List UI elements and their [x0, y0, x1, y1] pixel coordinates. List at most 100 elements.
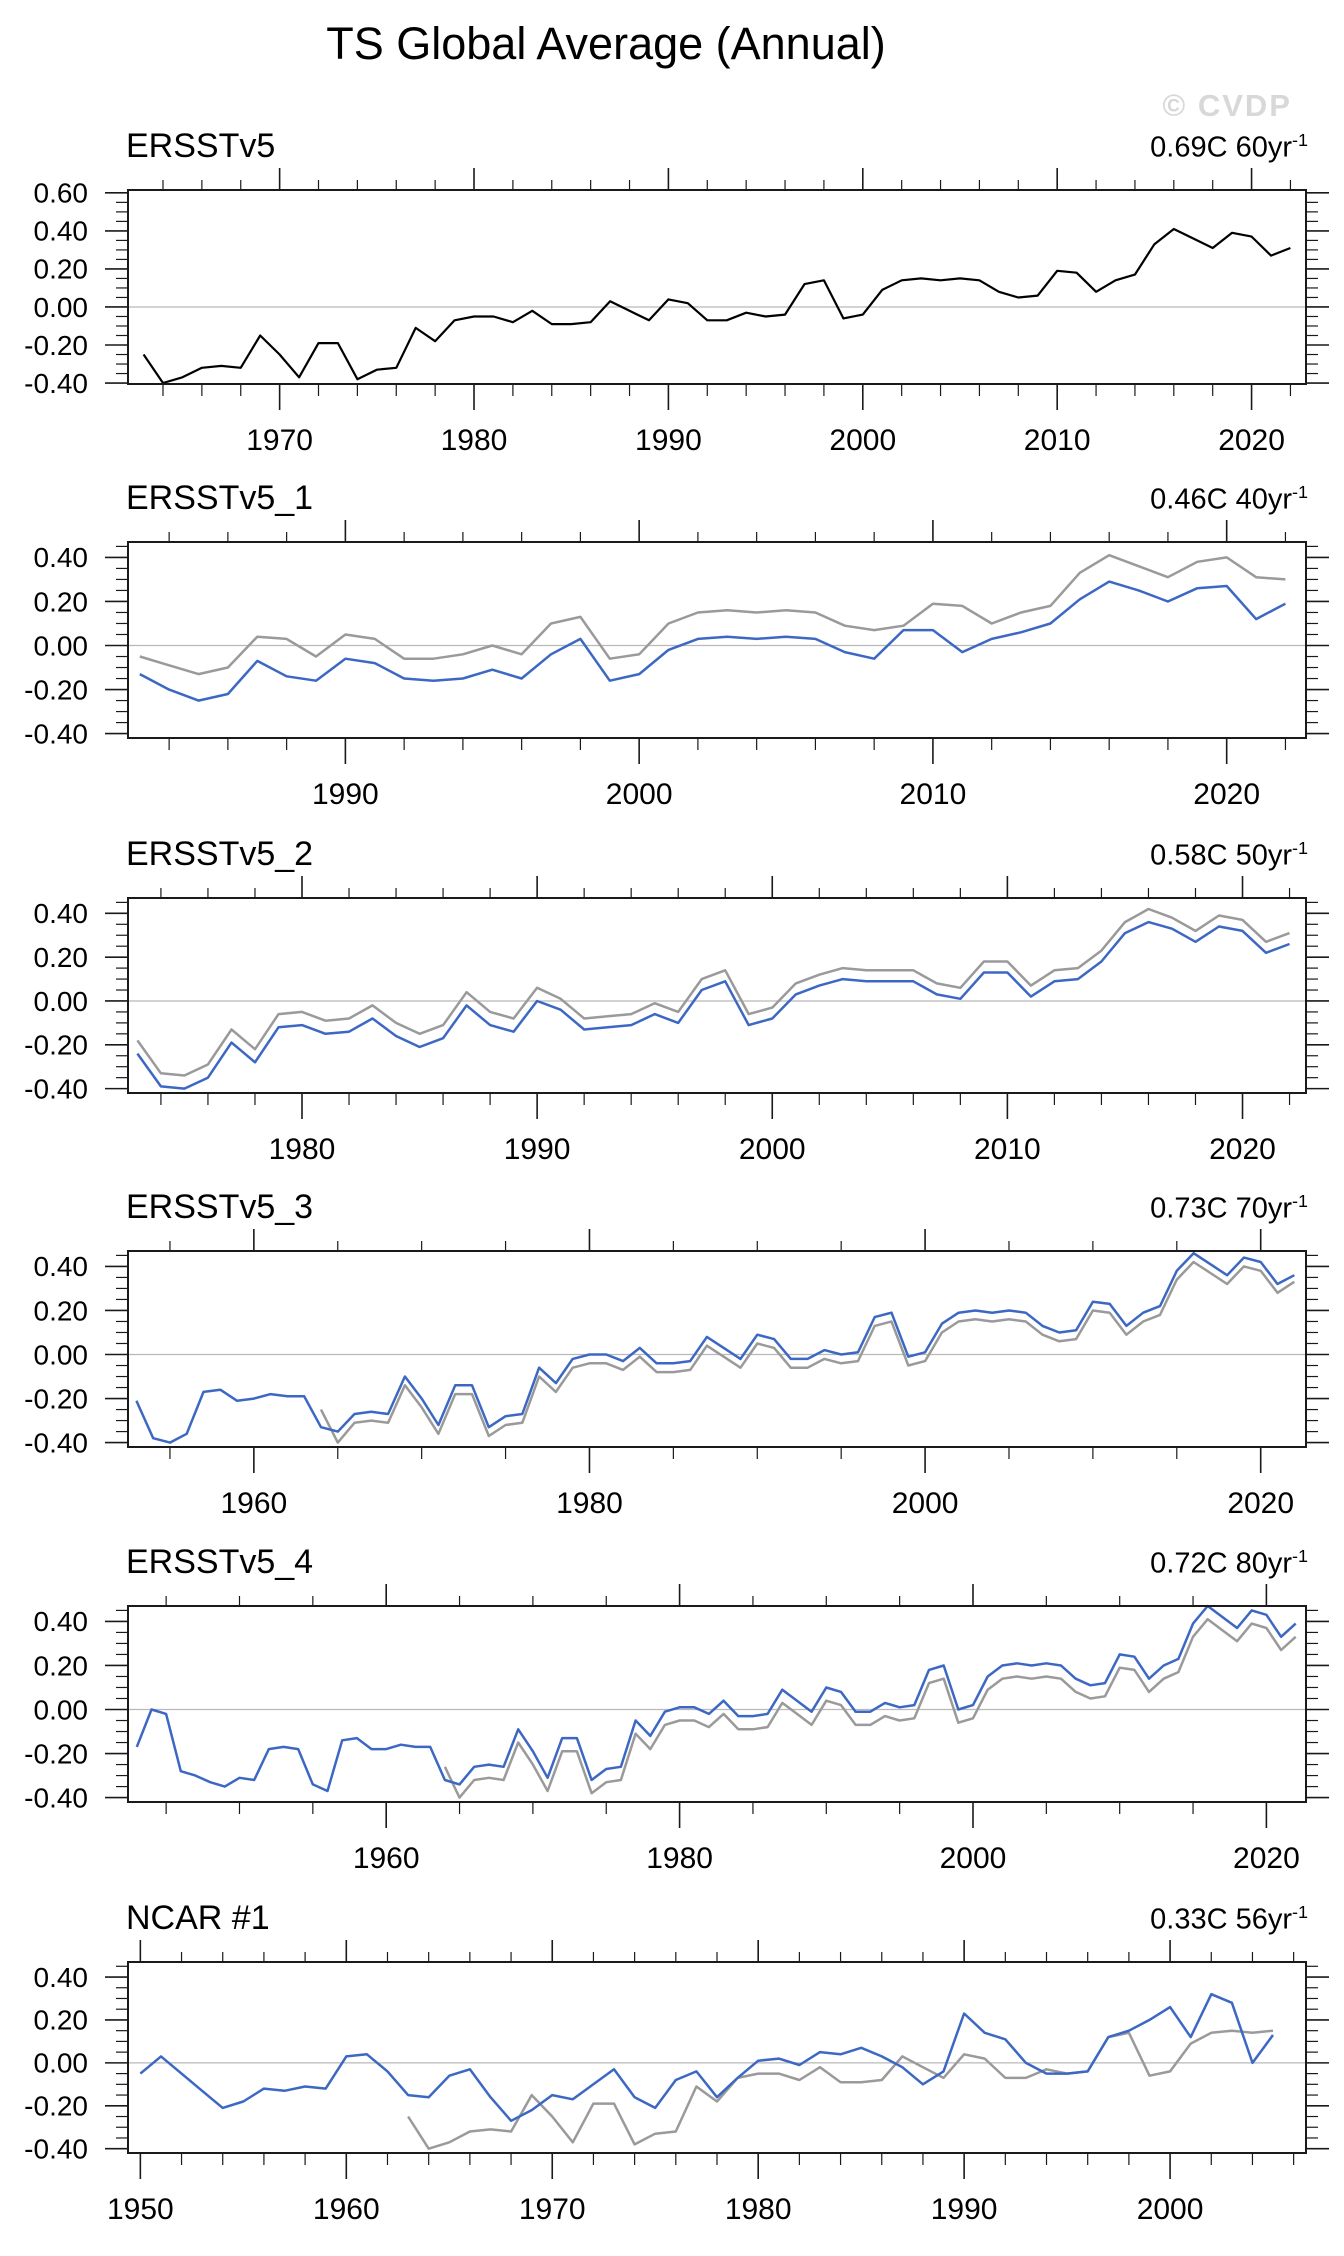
series-line-blue	[139, 1992, 1275, 2123]
y-tick-label: 0.00	[34, 986, 89, 1017]
figure-title: TS Global Average (Annual)	[326, 18, 886, 69]
y-tick-label: -0.40	[24, 2134, 88, 2165]
x-tick-label: 2010	[974, 1133, 1041, 1166]
y-tick-label: -0.40	[24, 1427, 88, 1458]
x-tick-label: 1960	[353, 1842, 420, 1875]
axis-ticks	[105, 1229, 1329, 1473]
series-line-gray	[407, 2029, 1274, 2150]
y-tick-label: -0.40	[24, 1073, 88, 1104]
y-tick-label: 0.20	[34, 942, 89, 973]
trend-exponent: -1	[1292, 130, 1308, 150]
y-tick-label: -0.20	[24, 1383, 88, 1414]
y-tick-label: -0.40	[24, 368, 88, 399]
axis-ticks	[105, 520, 1329, 764]
y-tick-label: 0.40	[34, 542, 89, 573]
x-tick-label: 1980	[725, 2193, 792, 2226]
y-tick-label: -0.20	[24, 1030, 88, 1061]
plot-frame	[127, 1250, 1307, 1448]
x-tick-label: 1980	[441, 424, 508, 457]
panel-title: ERSSTv5_3	[126, 1188, 314, 1226]
y-tick-label: -0.20	[24, 674, 88, 705]
y-tick-label: 0.20	[34, 1295, 89, 1326]
x-tick-label: 1960	[313, 2193, 380, 2226]
series-line-blue	[136, 920, 1290, 1090]
x-tick-label: 2010	[900, 778, 967, 811]
y-tick-label: 0.40	[34, 216, 89, 247]
plot-frame	[127, 189, 1307, 385]
y-tick-label: 0.40	[34, 898, 89, 929]
panel-title: ERSSTv5_2	[126, 835, 314, 873]
x-tick-label: 1980	[646, 1842, 713, 1875]
trend-annotation: 0.46C 40yr-1	[1150, 482, 1308, 517]
x-tick-label: 2020	[1209, 1133, 1276, 1166]
y-tick-label: 0.00	[34, 630, 89, 661]
x-tick-label: 1990	[635, 424, 702, 457]
plot-frame	[127, 1605, 1307, 1803]
trend-exponent: -1	[1292, 1902, 1308, 1922]
y-tick-label: -0.40	[24, 718, 88, 749]
x-tick-label: 1970	[519, 2193, 586, 2226]
cvdp-watermark: © CVDP	[1162, 88, 1292, 123]
trend-exponent: -1	[1292, 1546, 1308, 1566]
trend-value: 0.73C 70yr	[1150, 1192, 1293, 1225]
y-tick-label: 0.20	[34, 586, 89, 617]
x-tick-label: 1980	[556, 1487, 623, 1520]
series-line-gray	[319, 1260, 1295, 1444]
y-tick-label: 0.20	[34, 254, 89, 285]
x-tick-label: 2000	[829, 424, 896, 457]
trend-annotation: 0.33C 56yr-1	[1150, 1902, 1308, 1937]
trend-annotation: 0.73C 70yr-1	[1150, 1191, 1308, 1226]
trend-annotation: 0.69C 60yr-1	[1150, 130, 1308, 165]
chart-panel-ERSSTv5-2: 0.40 0.20 0.00 -0.20 -0.40 1980 1990 2000 2010 20…	[24, 876, 1329, 1166]
y-tick-label: 0.20	[34, 1650, 89, 1681]
trend-annotation: 0.58C 50yr-1	[1150, 838, 1308, 873]
x-tick-label: 2020	[1233, 1842, 1300, 1875]
chart-panel-NCAR-1: 0.40 0.20 0.00 -0.20 -0.40 1950 1960 1970 1980 19…	[24, 1940, 1329, 2226]
x-tick-label: 1990	[312, 778, 379, 811]
chart-panel-ERSSTv5-4: 0.40 0.20 0.00 -0.20 -0.40 1960 1980 2000 2020	[24, 1584, 1329, 1875]
trend-exponent: -1	[1292, 838, 1308, 858]
y-tick-label: 0.40	[34, 1251, 89, 1282]
x-tick-label: 2000	[1137, 2193, 1204, 2226]
y-tick-label: 0.00	[34, 2048, 89, 2079]
axis-ticks	[105, 168, 1329, 410]
x-tick-label: 1970	[246, 424, 313, 457]
trend-value: 0.69C 60yr	[1150, 131, 1293, 164]
series-line-blue	[135, 1604, 1297, 1793]
series-line-blue	[139, 580, 1286, 702]
series-line-blue	[135, 1251, 1295, 1444]
y-tick-label: -0.20	[24, 2091, 88, 2122]
chart-panel-ERSSTv5-3: 0.40 0.20 0.00 -0.20 -0.40 1960 1980 2000 2020	[24, 1229, 1329, 1520]
x-tick-label: 2000	[606, 778, 673, 811]
x-tick-label: 2010	[1024, 424, 1091, 457]
x-tick-label: 2000	[739, 1133, 806, 1166]
y-tick-label: 0.00	[34, 1694, 89, 1725]
y-tick-label: -0.20	[24, 330, 88, 361]
y-tick-label: 0.00	[34, 1339, 89, 1370]
x-tick-label: 2020	[1227, 1487, 1294, 1520]
panel-title: ERSSTv5_4	[126, 1543, 314, 1581]
panel-title: NCAR #1	[126, 1899, 270, 1937]
trend-value: 0.46C 40yr	[1150, 483, 1293, 516]
y-tick-label: 0.40	[34, 1606, 89, 1637]
y-tick-label: 0.40	[34, 1962, 89, 1993]
plot-frame	[127, 897, 1307, 1094]
trend-annotation: 0.72C 80yr-1	[1150, 1546, 1308, 1581]
trend-value: 0.72C 80yr	[1150, 1547, 1293, 1580]
x-tick-label: 2000	[940, 1842, 1007, 1875]
x-tick-label: 2020	[1193, 778, 1260, 811]
y-tick-label: -0.20	[24, 1738, 88, 1769]
y-tick-label: -0.40	[24, 1782, 88, 1813]
axis-ticks	[105, 1940, 1329, 2179]
axis-ticks	[105, 876, 1329, 1119]
panel-title: ERSSTv5	[126, 127, 276, 165]
y-tick-label: 0.00	[34, 292, 89, 323]
x-tick-label: 1990	[504, 1133, 571, 1166]
plot-frame	[127, 541, 1307, 739]
x-tick-label: 1990	[931, 2193, 998, 2226]
panel-title: ERSSTv5_1	[126, 479, 314, 517]
x-tick-label: 1950	[107, 2193, 174, 2226]
chart-panel-ERSSTv5: 0.60 0.40 0.20 0.00 -0.20 -0.40 1970 1980 1990 20…	[24, 168, 1329, 457]
trend-exponent: -1	[1292, 1191, 1308, 1211]
x-tick-label: 1980	[269, 1133, 336, 1166]
